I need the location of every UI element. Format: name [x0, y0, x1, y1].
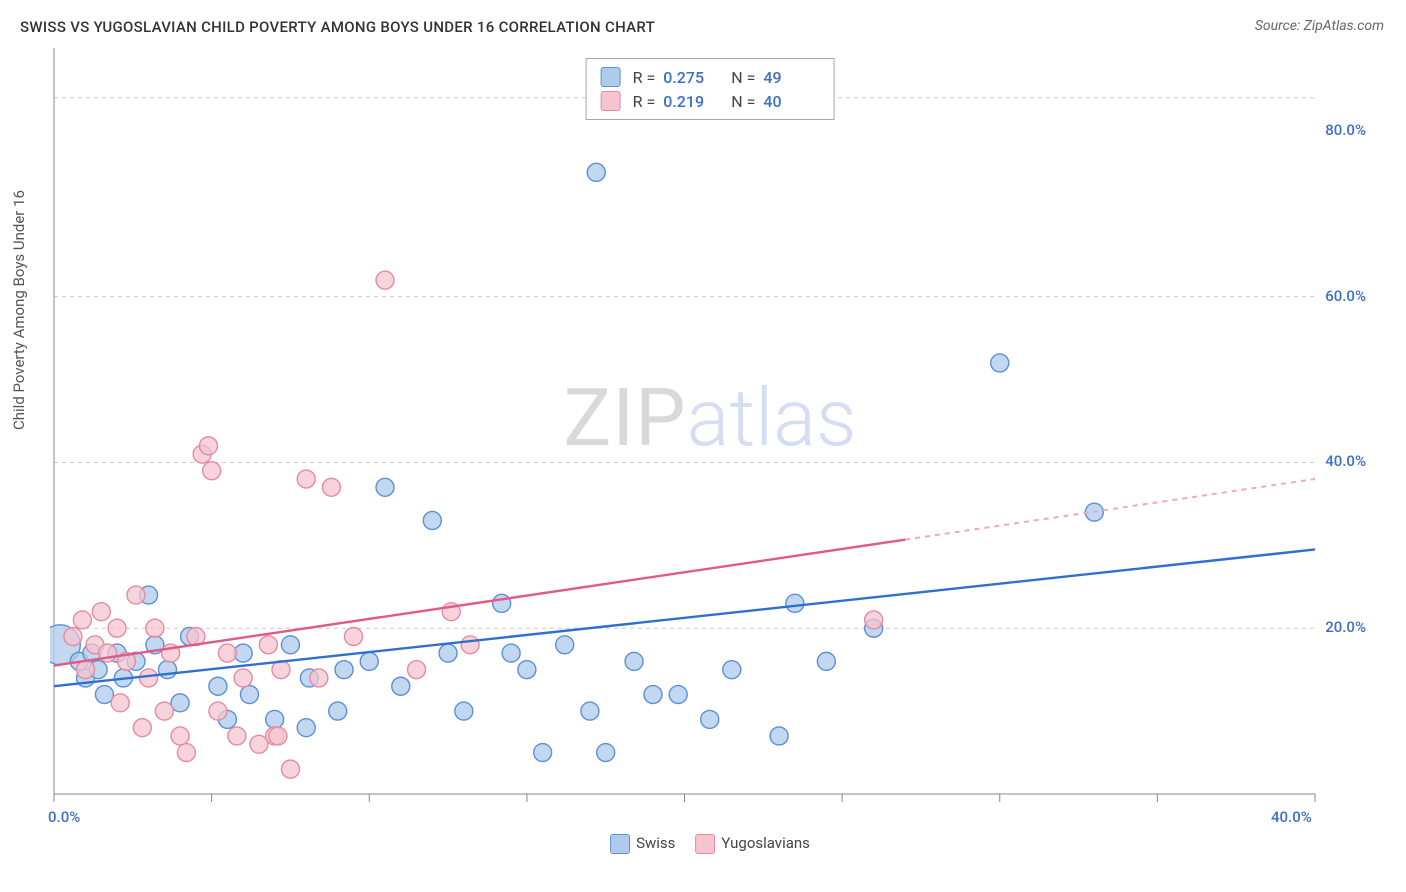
data-point-swiss	[701, 710, 719, 728]
data-point-yugoslavians	[171, 727, 189, 745]
data-point-swiss	[644, 686, 662, 704]
stats-row-swiss: R = 0.275 N = 49	[601, 65, 820, 89]
data-point-yugoslavians	[865, 611, 883, 629]
data-point-yugoslavians	[297, 470, 315, 488]
trendline-swiss	[54, 549, 1315, 686]
data-point-yugoslavians	[92, 603, 110, 621]
stat-r-swiss: 0.275	[663, 68, 719, 87]
data-point-swiss	[502, 644, 520, 662]
y-tick-label: 60.0%	[1325, 287, 1366, 305]
data-point-yugoslavians	[209, 702, 227, 720]
data-point-swiss	[817, 652, 835, 670]
data-point-yugoslavians	[199, 437, 217, 455]
data-point-yugoslavians	[140, 669, 158, 687]
data-point-swiss	[669, 686, 687, 704]
stat-label-n: N =	[731, 92, 755, 111]
data-point-yugoslavians	[111, 694, 129, 712]
data-point-yugoslavians	[77, 661, 95, 679]
data-point-yugoslavians	[146, 619, 164, 637]
data-point-swiss	[518, 661, 536, 679]
legend-item-swiss: Swiss	[610, 834, 675, 854]
y-tick-label: 20.0%	[1325, 618, 1366, 636]
x-tick-label: 40.0%	[1271, 808, 1312, 826]
data-point-swiss	[455, 702, 473, 720]
data-point-swiss	[534, 744, 552, 762]
stat-n-yugoslavians: 40	[763, 92, 819, 111]
data-point-yugoslavians	[155, 702, 173, 720]
data-point-swiss	[392, 677, 410, 695]
y-axis-label: Child Poverty Among Boys Under 16	[10, 190, 28, 430]
legend-label-yugoslavians: Yugoslavians	[721, 834, 810, 852]
data-point-yugoslavians	[218, 644, 236, 662]
data-point-yugoslavians	[73, 611, 91, 629]
plot-area: ZIPatlas R = 0.275 N = 49 R = 0.219 N = …	[50, 48, 1370, 818]
swatch-yugoslavians	[601, 91, 621, 111]
data-point-swiss	[335, 661, 353, 679]
data-point-yugoslavians	[203, 462, 221, 480]
data-point-yugoslavians	[64, 628, 82, 646]
data-point-swiss	[158, 661, 176, 679]
swatch-swiss	[601, 67, 621, 87]
stat-label-n: N =	[731, 68, 755, 87]
data-point-yugoslavians	[322, 478, 340, 496]
data-point-yugoslavians	[108, 619, 126, 637]
stat-n-swiss: 49	[763, 68, 819, 87]
data-point-swiss	[991, 354, 1009, 372]
stat-label-r: R =	[633, 92, 656, 111]
data-point-yugoslavians	[344, 628, 362, 646]
data-point-swiss	[439, 644, 457, 662]
data-point-swiss	[329, 702, 347, 720]
data-point-swiss	[556, 636, 574, 654]
data-point-swiss	[240, 686, 258, 704]
y-tick-label: 80.0%	[1325, 121, 1366, 139]
data-point-swiss	[581, 702, 599, 720]
y-tick-label: 40.0%	[1325, 452, 1366, 470]
source-attribution: Source: ZipAtlas.com	[1255, 18, 1384, 34]
chart-svg	[50, 48, 1370, 818]
stat-r-yugoslavians: 0.219	[663, 92, 719, 111]
data-point-swiss	[587, 163, 605, 181]
data-point-yugoslavians	[310, 669, 328, 687]
data-point-yugoslavians	[461, 636, 479, 654]
x-tick-label: 0.0%	[48, 808, 80, 826]
data-point-swiss	[770, 727, 788, 745]
data-point-swiss	[597, 744, 615, 762]
data-point-yugoslavians	[269, 727, 287, 745]
stats-row-yugoslavians: R = 0.219 N = 40	[601, 89, 820, 113]
data-point-yugoslavians	[133, 719, 151, 737]
chart-title: SWISS VS YUGOSLAVIAN CHILD POVERTY AMONG…	[20, 18, 655, 36]
series-legend: Swiss Yugoslavians	[610, 834, 810, 854]
data-point-yugoslavians	[281, 760, 299, 778]
data-point-swiss	[209, 677, 227, 695]
data-point-yugoslavians	[376, 271, 394, 289]
legend-item-yugoslavians: Yugoslavians	[695, 834, 810, 854]
data-point-yugoslavians	[177, 744, 195, 762]
data-point-swiss	[297, 719, 315, 737]
data-point-yugoslavians	[259, 636, 277, 654]
swatch-yugoslavians	[695, 834, 715, 854]
data-point-swiss	[493, 594, 511, 612]
data-point-swiss	[625, 652, 643, 670]
data-point-swiss	[281, 636, 299, 654]
swatch-swiss	[610, 834, 630, 854]
data-point-swiss	[266, 710, 284, 728]
data-point-swiss	[360, 652, 378, 670]
data-point-yugoslavians	[228, 727, 246, 745]
stats-legend: R = 0.275 N = 49 R = 0.219 N = 40	[586, 58, 835, 120]
data-point-swiss	[786, 594, 804, 612]
data-point-swiss	[423, 511, 441, 529]
stat-label-r: R =	[633, 68, 656, 87]
data-point-yugoslavians	[408, 661, 426, 679]
legend-label-swiss: Swiss	[636, 834, 675, 852]
trendline-yugoslavians-extrapolated	[905, 479, 1315, 540]
data-point-swiss	[723, 661, 741, 679]
data-point-swiss	[376, 478, 394, 496]
data-point-yugoslavians	[234, 669, 252, 687]
data-point-yugoslavians	[127, 586, 145, 604]
